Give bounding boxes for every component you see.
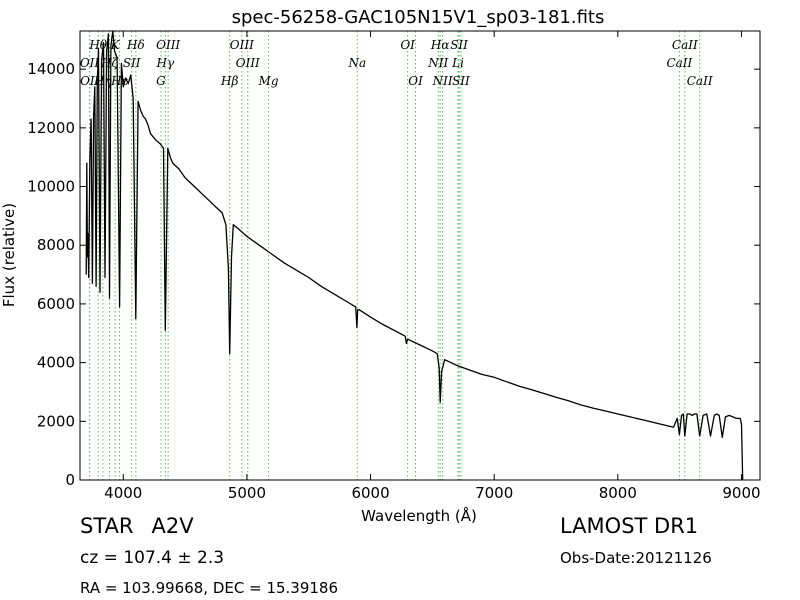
observation-date: Obs-Date:20121126 [560, 549, 712, 567]
line-label: OII [80, 56, 100, 70]
y-tick-label: 4000 [37, 354, 75, 372]
spectrum-line [85, 30, 744, 481]
line-label: SII [452, 74, 470, 88]
object-type: STAR [80, 514, 134, 538]
line-label: Hη [93, 74, 112, 88]
line-label: Hδ [126, 38, 145, 52]
x-tick-label: 4000 [104, 484, 142, 502]
y-tick-label: 2000 [37, 412, 75, 430]
x-tick-label: 7000 [475, 484, 513, 502]
x-tick-label: 9000 [722, 484, 760, 502]
y-tick-label: 10000 [27, 178, 75, 196]
line-label: OI [400, 38, 415, 52]
x-tick-label: 6000 [351, 484, 389, 502]
line-label: CaII [666, 56, 692, 70]
x-axis-label: Wavelength (Å) [361, 506, 477, 525]
line-label: Mg [258, 74, 279, 88]
coordinates: RA = 103.99668, DEC = 15.39186 [80, 579, 339, 597]
y-tick-label: 14000 [27, 60, 75, 78]
line-label: NII [427, 56, 448, 70]
y-tick-label: 12000 [27, 119, 75, 137]
line-label: K [110, 38, 121, 52]
x-tick-label: 5000 [228, 484, 266, 502]
plot-frame [79, 30, 761, 481]
x-axis-ticks: 4000 5000 6000 7000 8000 9000 [104, 31, 761, 502]
survey-name: LAMOST DR1 [560, 514, 699, 538]
line-label: OI [408, 74, 423, 88]
chart-title: spec-56258-GAC105N15V1_sp03-181.fits [232, 7, 605, 28]
line-label: Hβ [220, 74, 238, 88]
line-label: Na [347, 56, 366, 70]
y-axis-label: Flux (relative) [0, 203, 18, 307]
object-subclass: A2V [151, 514, 194, 538]
line-label: OII [80, 74, 100, 88]
y-axis-ticks: 0 2000 4000 6000 8000 10000 12000 14000 [27, 60, 760, 489]
y-tick-label: 0 [65, 471, 75, 489]
x-tick-label: 8000 [599, 484, 637, 502]
line-label: Li [451, 56, 464, 70]
y-tick-label: 8000 [37, 236, 75, 254]
redshift-cz: cz = 107.4 ± 2.3 [80, 548, 225, 568]
line-label: Hα [430, 38, 450, 52]
line-label: SII [123, 56, 141, 70]
line-label: CaII [672, 38, 698, 52]
line-label: G [156, 74, 166, 88]
line-label: Hγ [155, 56, 174, 70]
line-label: CaII [687, 74, 713, 88]
line-label: OIII [230, 38, 254, 52]
y-tick-label: 6000 [37, 295, 75, 313]
line-label: OIII [236, 56, 260, 70]
object-class: STAR A2V [80, 514, 194, 538]
line-label: NII [432, 74, 453, 88]
line-label: Hζ [100, 56, 119, 70]
line-label: SII [450, 38, 468, 52]
line-label: OIII [156, 38, 180, 52]
spectral-line-markers [89, 31, 701, 480]
